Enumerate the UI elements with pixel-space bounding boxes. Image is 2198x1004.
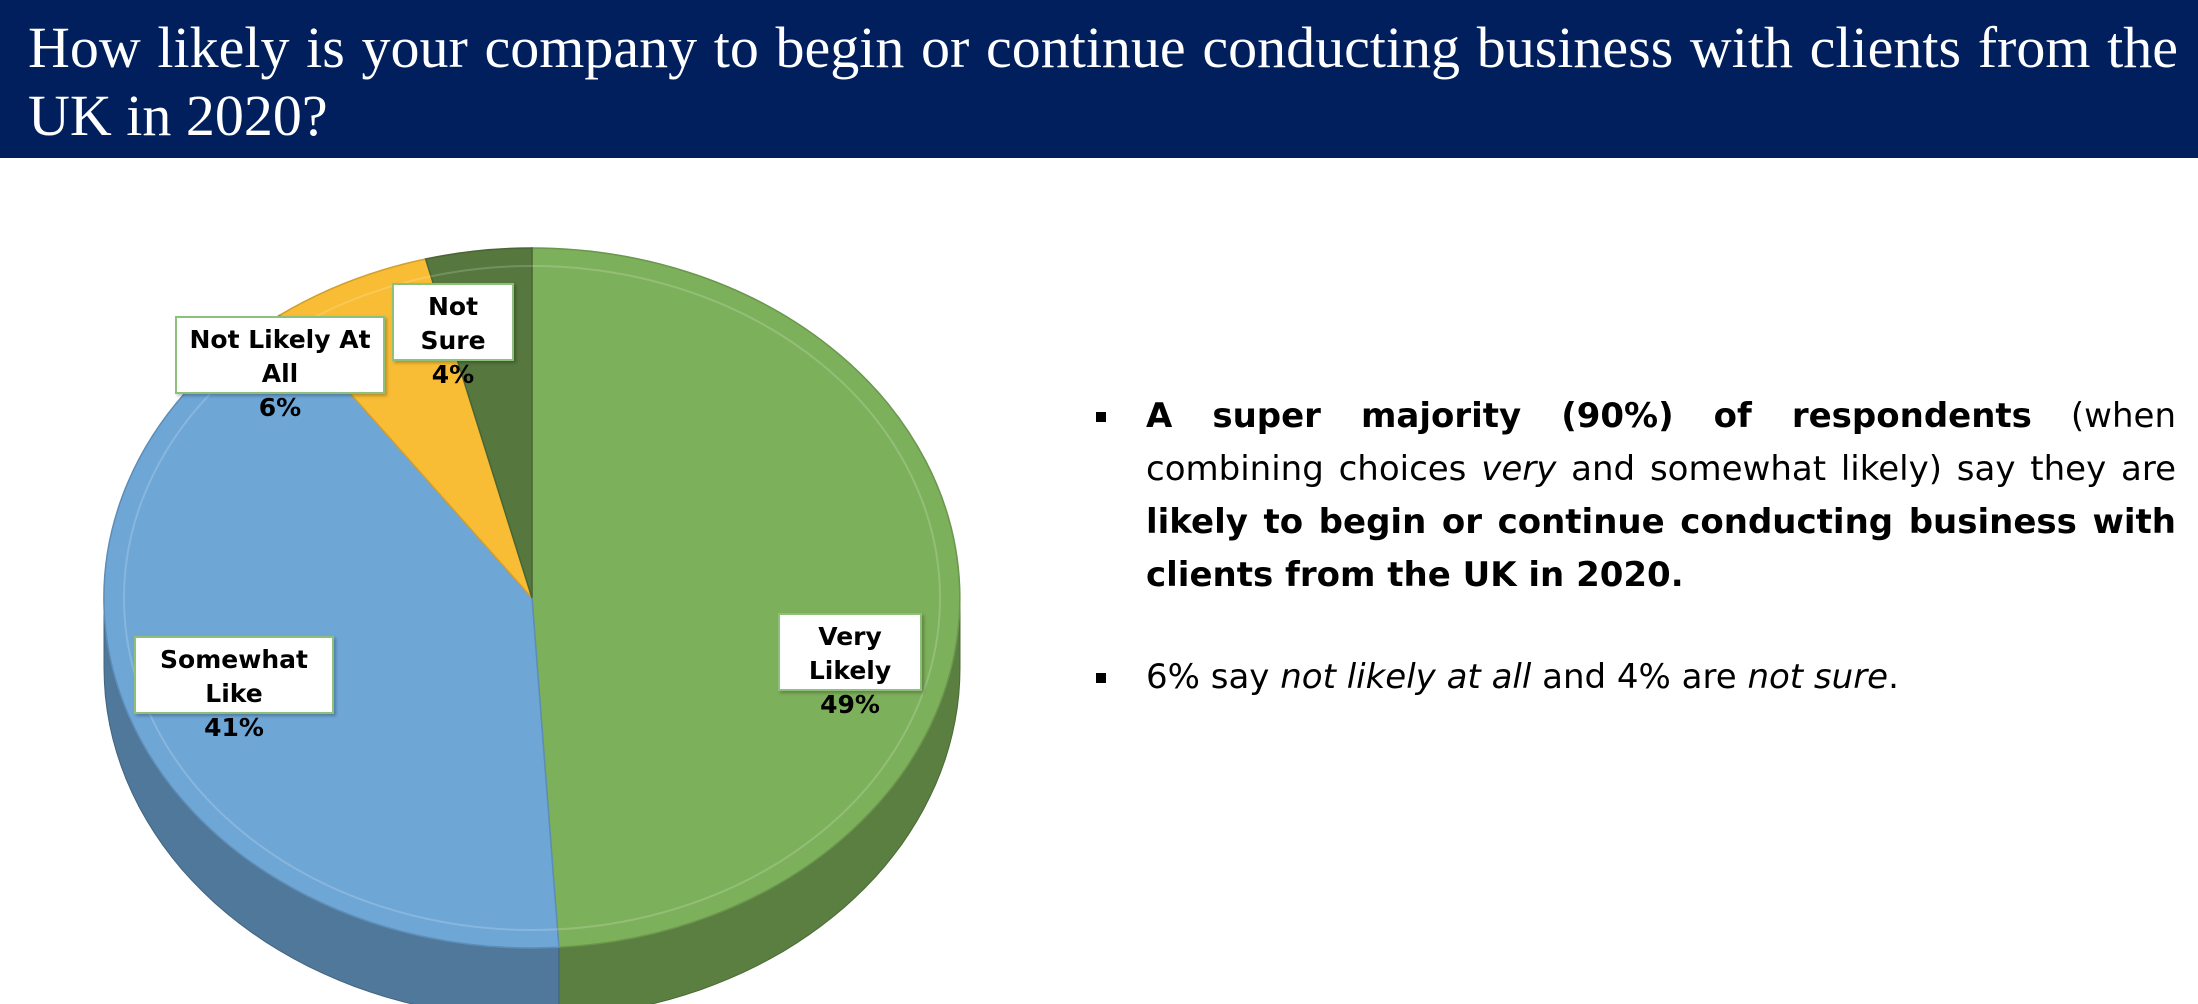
data-label-somewhat-like-value: 41% <box>204 713 264 742</box>
slide-title: How likely is your company to begin or c… <box>28 15 2178 148</box>
data-label-somewhat-like: Somewhat Like 41% <box>134 636 334 742</box>
data-label-not-sure-name: Not Sure <box>420 292 486 355</box>
bullet-text-italic: not likely at all <box>1280 657 1532 697</box>
data-label-not-likely-at-all-value: 6% <box>258 393 302 422</box>
data-label-very-likely-name: Very Likely <box>808 622 892 685</box>
bullet-list: A super majority (90%) of respondents (w… <box>1090 390 2176 704</box>
bullet-text-normal: . <box>1888 657 1899 697</box>
bullet-text-normal: and somewhat likely) say they are <box>1556 449 2176 489</box>
data-label-somewhat-like-name: Somewhat Like <box>160 645 308 708</box>
data-label-not-likely-at-all-name: Not Likely At All <box>189 325 371 388</box>
pie-highlight <box>123 265 941 931</box>
bullet-text-normal: (when combining choices <box>1146 396 2176 489</box>
data-label-not-sure-value: 4% <box>431 360 475 389</box>
bullet-text-italic: very <box>1481 449 1557 489</box>
bullet-text-normal: 6% say <box>1146 657 1281 697</box>
bullet-item: 6% say not likely at all and 4% are not … <box>1090 651 2176 704</box>
pie-chart <box>103 247 961 1004</box>
data-label-not-likely-at-all: Not Likely At All 6% <box>175 316 385 422</box>
data-label-very-likely-value: 49% <box>820 690 880 719</box>
bullet-text-italic: not sure <box>1747 657 1889 697</box>
bullet-text-normal: and 4% are <box>1531 657 1748 697</box>
bullet-text: 6% say not likely at all and 4% are not … <box>1146 657 1899 697</box>
data-label-very-likely: Very Likely 49% <box>778 613 922 719</box>
pie-slice-somewhat-like <box>103 313 560 949</box>
bullet-item: A super majority (90%) of respondents (w… <box>1090 390 2176 602</box>
bullet-text-bold: A super majority (90%) of respondents <box>1146 396 2032 436</box>
slide-header: How likely is your company to begin or c… <box>0 0 2198 158</box>
bullet-text-bold: likely to begin or continue conducting b… <box>1146 502 2176 595</box>
square-bullet-icon <box>1096 412 1106 422</box>
data-label-not-sure: Not Sure 4% <box>392 283 514 389</box>
bullet-text: A super majority (90%) of respondents (w… <box>1146 396 2176 595</box>
pie-slice-very-likely <box>531 247 961 949</box>
square-bullet-icon <box>1096 673 1106 683</box>
